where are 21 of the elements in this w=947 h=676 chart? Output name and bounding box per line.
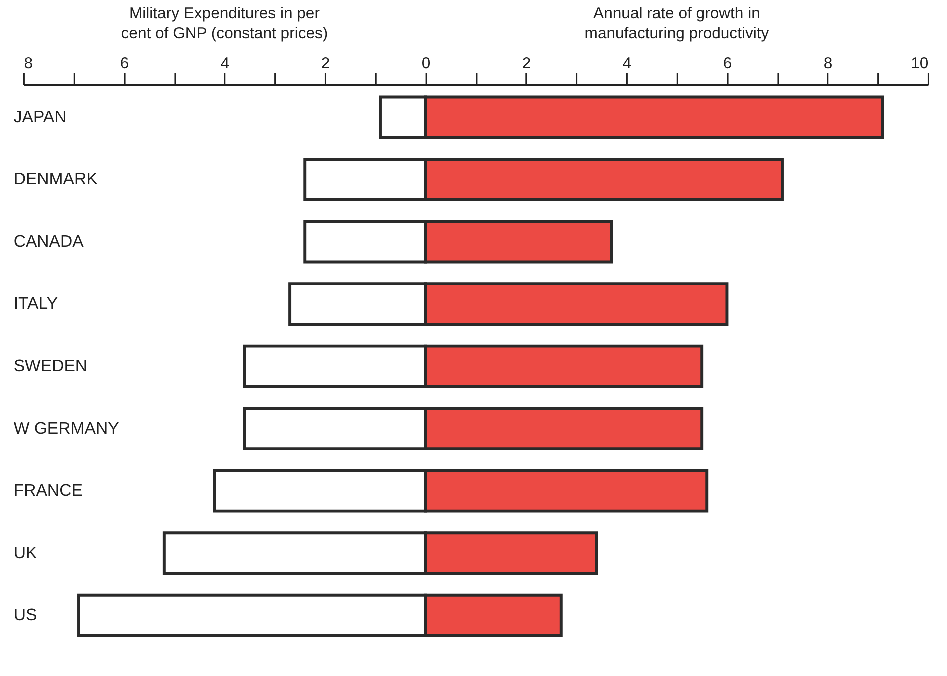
x-tick-label: 0	[422, 56, 431, 73]
text: Military Expenditures in per cent of GNP (constant prices)	[121, 6, 328, 42]
y-tick-label: DENMARK	[14, 170, 99, 189]
x-tick-label: 2	[522, 56, 532, 73]
y-tick-label: UK	[14, 543, 38, 562]
y-tick-label: W GERMANY	[14, 418, 120, 438]
y-tick-label: ITALY	[14, 294, 58, 314]
x-tick-label: 4	[622, 56, 632, 73]
x-tick-label: 6	[120, 56, 130, 73]
x-tick-label: 2	[321, 56, 330, 73]
y-tick-label: US	[14, 606, 38, 625]
y-tick-label: CANADA	[14, 232, 85, 251]
x-tick-label: 6	[723, 56, 732, 73]
x-tick-label: 8	[24, 56, 34, 73]
x-tick-label: 8	[824, 56, 833, 73]
x-tick-label: 10	[911, 56, 929, 73]
text: Annual rate of growth in manufacturing productivity	[584, 6, 770, 42]
y-tick-label: SWEDEN	[14, 356, 88, 376]
y-tick-label: JAPAN	[14, 107, 67, 126]
x-tick-label: 4	[220, 56, 230, 73]
y-tick-label: FRANCE	[14, 481, 83, 500]
